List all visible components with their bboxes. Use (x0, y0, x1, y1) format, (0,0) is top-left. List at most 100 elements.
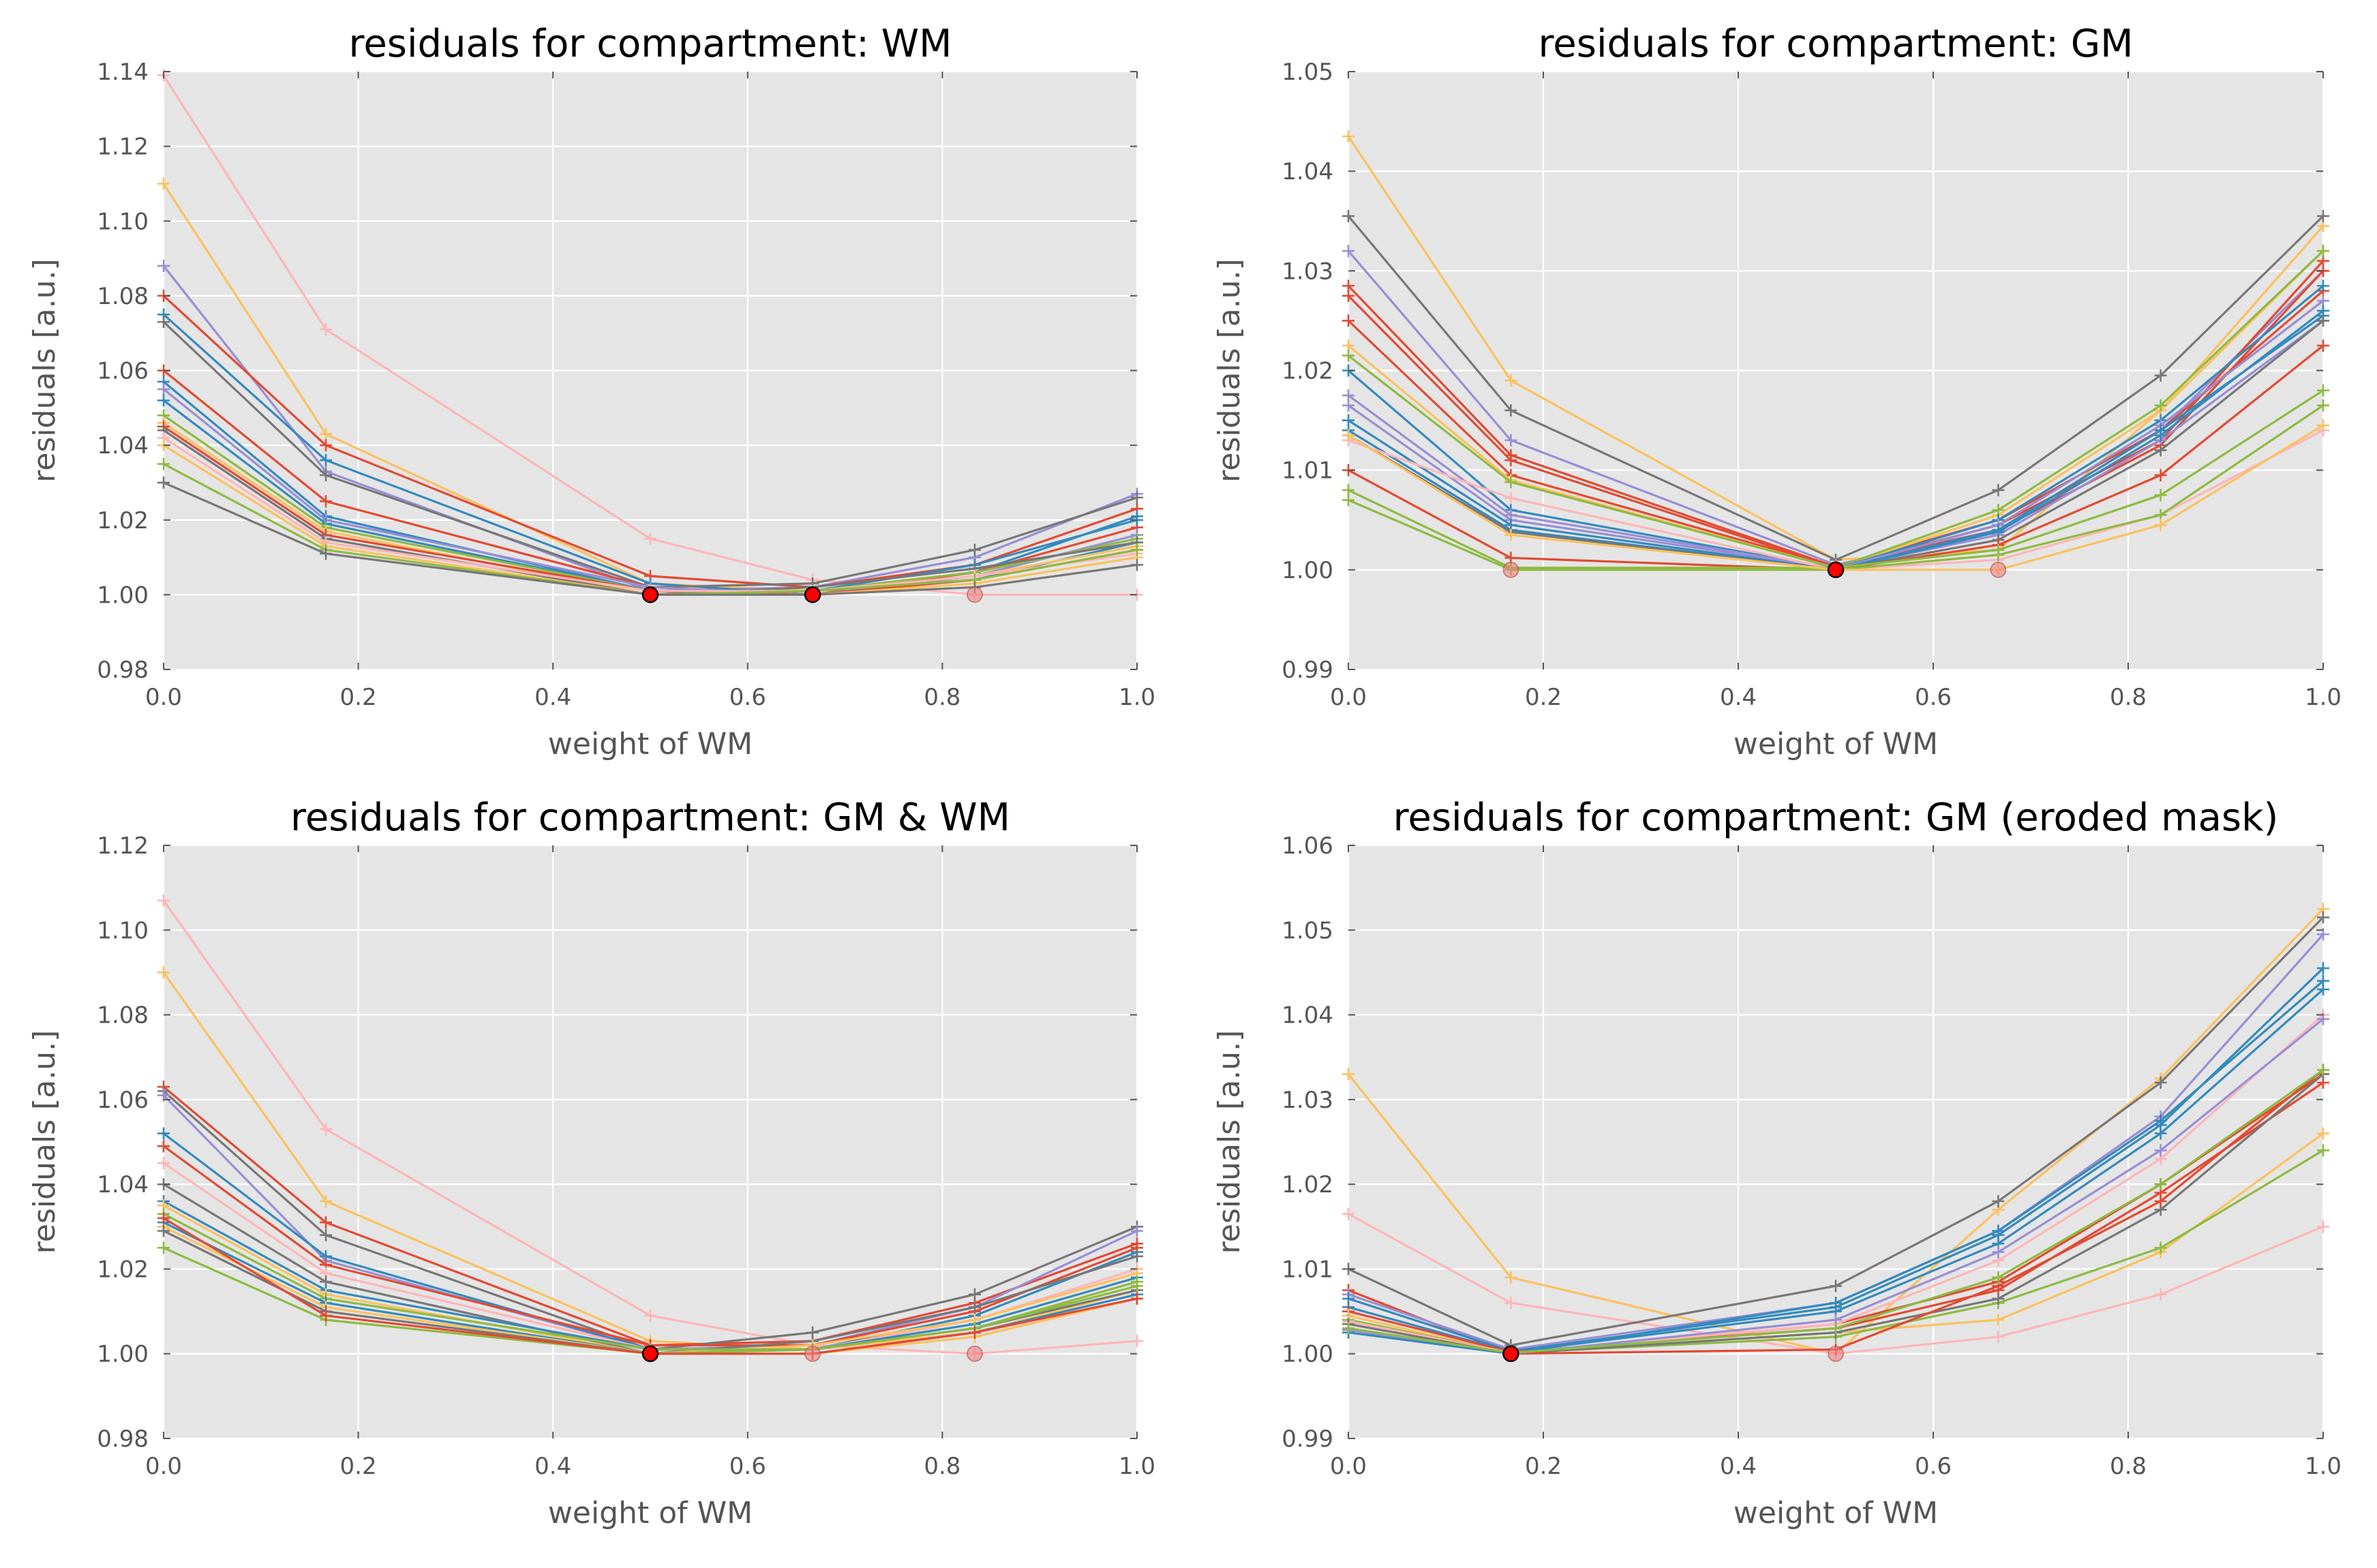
data-point-marker (1992, 483, 2005, 496)
data-point-marker (1131, 543, 1143, 556)
data-point-marker (320, 439, 333, 452)
y-tick-label: 0.99 (1282, 657, 1333, 684)
series-line-s2 (1347, 215, 2325, 561)
data-point-marker (1504, 404, 1517, 417)
data-point-marker (2154, 1178, 2167, 1191)
data-point-marker (1992, 1314, 2005, 1326)
data-point-marker (157, 966, 170, 979)
x-tick-label: 0.6 (1915, 684, 1952, 711)
y-tick-label: 1.04 (97, 432, 149, 459)
x-tick-label: 1.0 (1119, 684, 1155, 711)
series-line-s17 (163, 1217, 1138, 1355)
chart-title: residuals for compartment: GM (1539, 22, 2134, 66)
data-point-marker (320, 323, 333, 336)
series-line-s18 (1348, 404, 2324, 571)
x-tick-label: 1.0 (2305, 1453, 2342, 1480)
x-tick-label: 0.0 (145, 684, 182, 711)
data-point-marker (1342, 289, 1354, 302)
data-point-marker (1342, 209, 1354, 222)
series-line-s15 (1348, 980, 2325, 1355)
x-axis-label: weight of WM (548, 1496, 753, 1531)
subplot-2: 0.0 0.2 0.4 0.6 0.8 1.0 0.99 1.00 1.01 1.02 1.03 1.… (1212, 22, 2342, 762)
y-tick-label: 1.04 (1282, 158, 1333, 185)
series-line-s3 (1348, 916, 2325, 1346)
chart-title: residuals for compartment: GM & WM (290, 796, 1010, 840)
data-point-marker (157, 894, 170, 907)
y-tick-label: 1.10 (97, 917, 149, 944)
data-point-marker (1992, 1224, 2005, 1237)
data-point-marker (1342, 245, 1354, 258)
data-point-marker (1992, 1195, 2005, 1207)
x-tick-label: 0.2 (340, 1453, 377, 1480)
y-tick-label: 1.02 (97, 507, 149, 534)
data-point-marker (2154, 1288, 2167, 1301)
series-line-s8 (1348, 250, 2325, 569)
x-tick-label: 0.4 (1720, 1453, 1757, 1480)
data-point-marker (1992, 1271, 2005, 1284)
y-tick-label: 1.08 (97, 1002, 149, 1029)
series-line-s8 (1348, 1081, 2324, 1353)
data-point-marker (2317, 1220, 2329, 1233)
x-tick-label: 0.8 (2110, 684, 2147, 711)
y-tick-label: 1.05 (1282, 917, 1333, 944)
y-tick-label: 1.06 (1282, 832, 1333, 860)
series-line-s4 (1347, 270, 2325, 569)
data-point-marker (157, 457, 170, 470)
data-point-marker (968, 1301, 981, 1314)
data-point-marker (2154, 489, 2167, 502)
data-point-marker (1504, 476, 1517, 489)
y-tick-label: 1.05 (1282, 59, 1333, 86)
data-point-marker (2317, 1064, 2329, 1076)
data-point-marker (1131, 558, 1143, 571)
series-line-s4 (162, 295, 1138, 589)
data-point-marker (1504, 454, 1517, 467)
subplot-3: 0.0 0.2 0.4 0.6 0.8 1.0 0.98 1.00 1.02 1.04 1.06 1.… (27, 796, 1155, 1531)
data-point-marker (1131, 1292, 1143, 1305)
series-line-s15 (163, 436, 1138, 592)
data-point-marker (157, 1140, 170, 1153)
data-point-marker (1992, 548, 2005, 561)
data-point-marker (1131, 1335, 1143, 1348)
y-tick-label: 1.00 (1282, 1341, 1333, 1368)
data-point-marker (320, 1195, 333, 1207)
y-tick-label: 0.98 (97, 657, 149, 684)
data-point-marker (157, 316, 170, 329)
subplot-4: 0.0 0.2 0.4 0.6 0.8 1.0 0.99 1.00 1.01 1.02 1.03 1.… (1212, 796, 2342, 1531)
data-point-marker (320, 468, 333, 481)
x-tick-label: 0.6 (729, 684, 766, 711)
secondary-minimum-marker (804, 1345, 821, 1362)
y-axis-label: residuals [a.u.] (1212, 1030, 1247, 1254)
secondary-minimum-marker (966, 1345, 983, 1362)
data-point-marker (1830, 1322, 1842, 1335)
data-point-marker (2154, 1144, 2167, 1157)
secondary-minimum-marker (1828, 1345, 1844, 1362)
y-tick-label: 1.10 (97, 208, 149, 235)
x-axis-label: weight of WM (1733, 1496, 1938, 1531)
data-point-marker (320, 454, 333, 467)
y-tick-label: 1.03 (1282, 1087, 1333, 1114)
data-point-marker (320, 1228, 333, 1241)
y-tick-label: 1.12 (97, 134, 149, 161)
series-line-s17 (163, 463, 1138, 597)
data-point-marker (1504, 492, 1517, 504)
data-point-marker (2317, 962, 2329, 975)
series-line-s19 (1348, 424, 2324, 571)
x-axis-label: weight of WM (1733, 727, 1938, 762)
series-line-s18 (163, 481, 1138, 597)
data-point-marker (1992, 1292, 2005, 1305)
data-point-marker (968, 543, 981, 556)
x-tick-label: 0.4 (534, 1453, 571, 1480)
y-tick-label: 1.06 (97, 358, 149, 385)
data-point-marker (157, 394, 170, 407)
data-point-marker (2154, 429, 2167, 442)
y-tick-label: 1.01 (1282, 457, 1333, 485)
y-tick-label: 1.08 (97, 283, 149, 310)
data-point-marker (2317, 280, 2329, 292)
data-point-marker (2317, 399, 2329, 412)
y-tick-label: 1.00 (97, 1341, 149, 1368)
data-point-marker (157, 1211, 170, 1224)
data-point-marker (1131, 1280, 1143, 1293)
x-tick-label: 0.6 (1915, 1453, 1952, 1480)
data-point-marker (2154, 468, 2167, 481)
data-point-marker (2154, 519, 2167, 532)
